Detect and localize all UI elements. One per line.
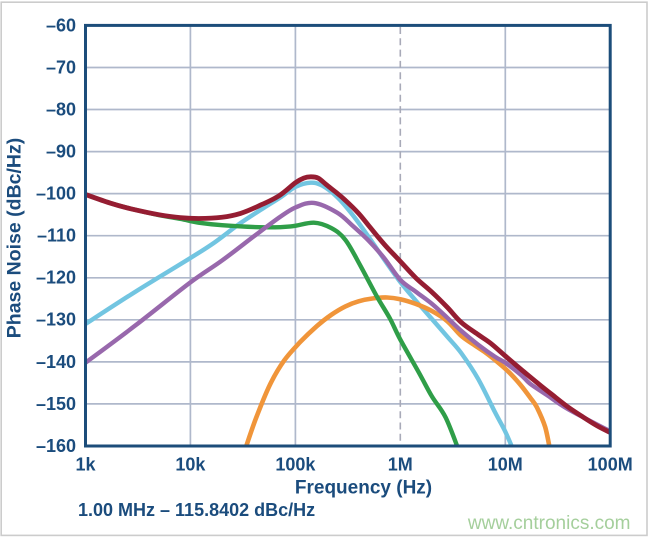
svg-text:10k: 10k (175, 455, 206, 475)
svg-text:100k: 100k (275, 455, 316, 475)
svg-text:1k: 1k (75, 455, 96, 475)
svg-text:www.cntronics.com: www.cntronics.com (467, 513, 631, 534)
svg-text:–70: –70 (46, 57, 76, 77)
svg-text:Frequency (Hz): Frequency (Hz) (295, 478, 432, 499)
svg-text:1M: 1M (388, 455, 413, 475)
svg-text:–160: –160 (36, 436, 76, 456)
svg-text:Phase Noise (dBc/Hz): Phase Noise (dBc/Hz) (3, 138, 25, 338)
svg-text:–150: –150 (36, 394, 76, 414)
svg-text:1.00 MHz – 115.8402 dBc/Hz: 1.00 MHz – 115.8402 dBc/Hz (78, 500, 315, 520)
svg-text:–60: –60 (46, 15, 76, 35)
svg-text:–110: –110 (37, 226, 76, 246)
svg-text:–120: –120 (36, 268, 76, 288)
svg-text:–130: –130 (36, 310, 76, 330)
svg-text:–90: –90 (46, 142, 76, 162)
svg-text:10M: 10M (488, 455, 523, 475)
svg-text:–100: –100 (36, 184, 76, 204)
svg-text:–80: –80 (46, 99, 76, 119)
svg-text:–140: –140 (36, 352, 76, 372)
svg-text:100M: 100M (588, 455, 633, 475)
